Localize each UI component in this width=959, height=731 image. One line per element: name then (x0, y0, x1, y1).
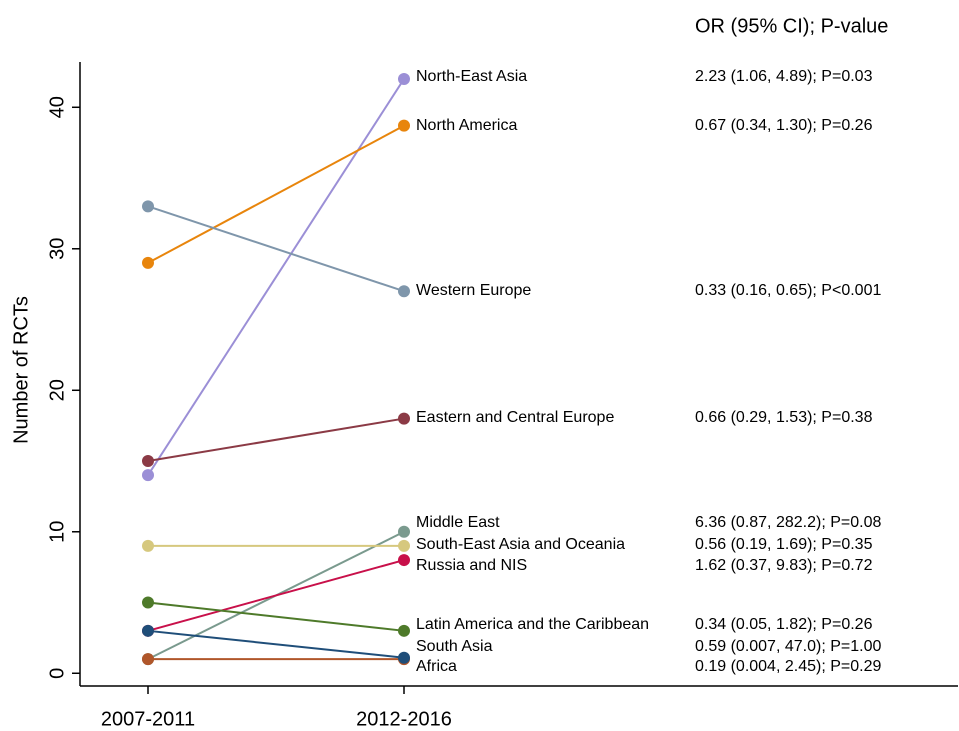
series-label: North-East Asia (416, 68, 527, 85)
series-label: North America (416, 117, 517, 134)
point (398, 539, 410, 552)
series-line (147, 559, 405, 632)
series-label: Africa (416, 658, 457, 675)
series-line (147, 629, 405, 659)
series-label: Latin America and the Caribbean (416, 616, 649, 633)
point (142, 539, 154, 552)
ci-label: 6.36 (0.87, 282.2); P=0.08 (695, 514, 881, 531)
y-tick-label: 10 (46, 521, 68, 543)
point (398, 651, 410, 664)
series-label: Eastern and Central Europe (416, 409, 614, 426)
point (142, 455, 154, 468)
y-tick-label: 30 (46, 238, 68, 260)
series-line (147, 205, 405, 293)
point (398, 525, 410, 538)
series-line (147, 417, 405, 463)
point (142, 200, 154, 213)
ci-label: 0.67 (0.34, 1.30); P=0.26 (695, 117, 873, 134)
ci-label: 0.19 (0.004, 2.45); P=0.29 (695, 658, 881, 675)
ci-label: 0.59 (0.007, 47.0); P=1.00 (695, 638, 881, 655)
y-tick-label: 20 (46, 379, 68, 401)
point (398, 119, 410, 132)
ci-label: 0.56 (0.19, 1.69); P=0.35 (695, 536, 873, 553)
point (142, 653, 154, 666)
point (398, 412, 410, 425)
series-label: Russia and NIS (416, 557, 527, 574)
point (398, 554, 410, 567)
series-line (147, 601, 405, 632)
series-line (147, 124, 405, 264)
x-tick-label: 2012-2016 (356, 708, 452, 730)
ci-label: 0.33 (0.16, 0.65); P<0.001 (695, 282, 881, 299)
point (398, 72, 410, 85)
y-tick-label: 0 (46, 668, 68, 679)
y-axis-label: Number of RCTs (10, 296, 32, 444)
ci-label: 0.66 (0.29, 1.53); P=0.38 (695, 409, 873, 426)
y-tick-label: 40 (46, 96, 68, 118)
ci-header: OR (95% CI); P-value (695, 15, 888, 37)
series-line (147, 78, 405, 476)
ci-label: 2.23 (1.06, 4.89); P=0.03 (695, 68, 873, 85)
series-label: South Asia (416, 638, 493, 655)
series-label: Middle East (416, 514, 500, 531)
ci-label: 1.62 (0.37, 9.83); P=0.72 (695, 557, 873, 574)
point (142, 624, 154, 637)
point (398, 624, 410, 637)
point (142, 596, 154, 609)
ci-label: 0.34 (0.05, 1.82); P=0.26 (695, 616, 873, 633)
point (142, 469, 154, 482)
point (142, 256, 154, 269)
series-label: South-East Asia and Oceania (416, 536, 625, 553)
x-tick-label: 2007-2011 (101, 708, 195, 730)
point (398, 285, 410, 298)
series-label: Western Europe (416, 282, 531, 299)
